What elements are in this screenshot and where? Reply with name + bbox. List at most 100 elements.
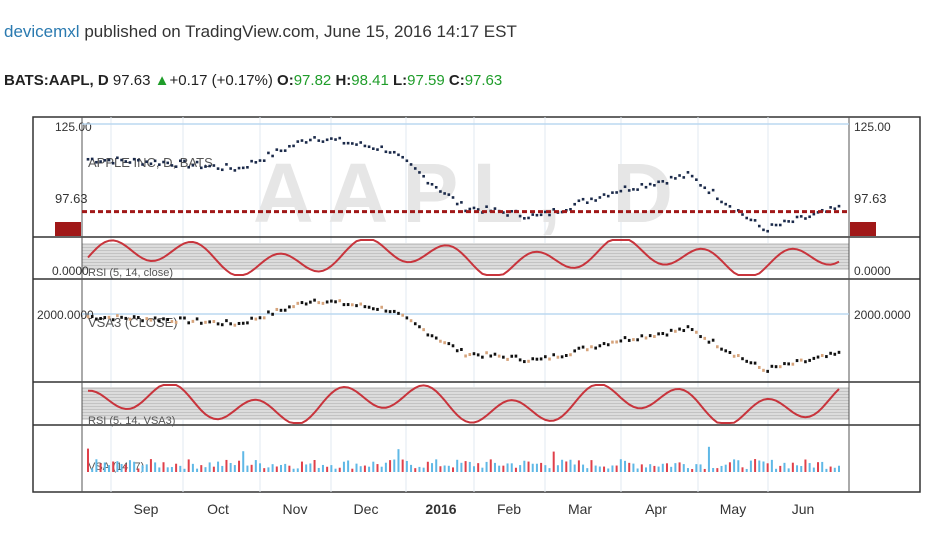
vsa-point <box>611 340 614 344</box>
volume-bar <box>561 459 564 472</box>
vsa-point <box>371 307 375 311</box>
vsa-point <box>355 304 358 308</box>
vsa-point <box>569 353 572 357</box>
volume-bar <box>154 462 157 472</box>
vsa-point <box>430 334 434 338</box>
volume-bar <box>191 463 194 472</box>
price-point <box>799 215 803 218</box>
volume-bar <box>556 465 559 472</box>
price-point <box>632 188 635 191</box>
chart-svg[interactable]: AAPL, D 125.00 125.00 125.00 97.63 97.63… <box>0 110 932 550</box>
volume-bar <box>603 466 606 472</box>
price-point <box>325 138 329 142</box>
rsi-axis-left: 0.0000 <box>52 264 89 278</box>
price-point <box>766 229 769 233</box>
price-point <box>216 167 220 170</box>
vsa-point <box>548 357 551 361</box>
open-value: 97.82 <box>293 72 332 89</box>
volume-bar <box>670 466 673 472</box>
price-point <box>367 145 371 149</box>
volume-bar <box>447 465 450 472</box>
chart-area[interactable]: AAPL, D 125.00 125.00 125.00 97.63 97.63… <box>0 110 932 550</box>
price-point <box>250 159 253 163</box>
volume-bar <box>271 464 274 472</box>
vsa-point <box>392 309 396 313</box>
price-point <box>351 142 354 145</box>
price-point <box>279 149 283 153</box>
volume-bar <box>674 463 677 472</box>
low-label: L: <box>392 72 408 89</box>
price-point <box>422 174 425 178</box>
volume-bar <box>804 459 807 472</box>
vsa-point <box>195 317 199 321</box>
price-point <box>430 183 434 186</box>
vsa-point <box>141 319 144 323</box>
vsa-point <box>275 307 279 311</box>
vsa-point <box>577 346 581 350</box>
vsa-point <box>271 312 274 316</box>
volume-bar <box>401 459 404 472</box>
volume-bar <box>464 461 467 472</box>
price-point <box>485 205 488 208</box>
x-tick-label: Sep <box>134 501 159 517</box>
price-point <box>510 210 514 213</box>
vsa-point <box>741 357 744 361</box>
vsa-point <box>179 316 182 320</box>
high-label: H: <box>335 72 352 89</box>
price-point <box>355 143 358 146</box>
volume-bar <box>397 449 400 472</box>
vsa-point <box>212 320 216 324</box>
volume-bar <box>250 464 253 472</box>
vsa-point <box>728 351 732 355</box>
price-point <box>615 191 618 194</box>
volume-bar <box>347 460 350 472</box>
vsa-point <box>711 338 715 342</box>
vsa-point <box>762 368 765 372</box>
vsa-point <box>237 321 241 325</box>
vsa-point <box>787 362 790 366</box>
open-label: O: <box>277 72 294 89</box>
volume-bar <box>770 459 773 472</box>
volume-bar <box>99 463 102 472</box>
price-point <box>338 136 342 140</box>
price-point <box>506 214 509 217</box>
price-point <box>208 164 211 168</box>
volume-bar <box>342 461 345 472</box>
volume-bar <box>657 466 660 472</box>
price-point <box>598 196 602 199</box>
price-point <box>787 220 790 223</box>
vsa-point <box>472 352 476 356</box>
vsa-point <box>636 338 639 342</box>
vsa-point <box>120 315 123 319</box>
volume-bar <box>275 466 278 472</box>
vsa-point <box>233 323 237 327</box>
vsa-point <box>153 316 157 320</box>
vsa-point <box>90 315 94 319</box>
volume-bar <box>607 468 610 472</box>
author-link[interactable]: devicemxl <box>4 22 80 41</box>
price-point <box>837 204 841 208</box>
price-point <box>636 188 639 191</box>
volume-bar <box>456 459 459 472</box>
vsa-point <box>246 321 249 325</box>
volume-bar <box>149 459 152 472</box>
volume-bar <box>586 468 589 472</box>
vsa-point <box>690 328 694 332</box>
volume-bar <box>422 467 425 472</box>
volume-bar <box>145 464 148 472</box>
vsa-point <box>791 362 795 366</box>
rsi-line <box>87 239 840 276</box>
volume-bar <box>175 463 178 472</box>
volume-bar <box>527 461 530 472</box>
volume-bar <box>170 466 173 472</box>
price-point <box>225 163 228 166</box>
volume-bar <box>452 467 455 472</box>
price-point <box>674 177 677 180</box>
volume-bar <box>573 464 576 472</box>
vsa-point <box>510 354 514 358</box>
vsa-point <box>506 357 509 361</box>
x-tick-label: Dec <box>354 501 379 517</box>
vsa-point <box>829 351 832 355</box>
volume-bar <box>229 463 232 472</box>
vsa-point <box>485 351 488 355</box>
